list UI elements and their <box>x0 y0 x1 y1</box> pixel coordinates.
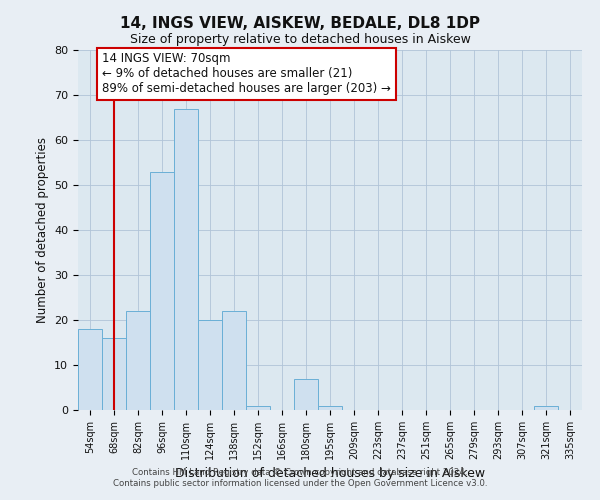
Text: Size of property relative to detached houses in Aiskew: Size of property relative to detached ho… <box>130 32 470 46</box>
Y-axis label: Number of detached properties: Number of detached properties <box>35 137 49 323</box>
Bar <box>294 378 318 410</box>
Bar <box>318 406 342 410</box>
Bar <box>102 338 126 410</box>
Bar <box>222 311 246 410</box>
Bar <box>246 406 270 410</box>
Bar <box>78 329 102 410</box>
Bar <box>198 320 222 410</box>
Text: 14, INGS VIEW, AISKEW, BEDALE, DL8 1DP: 14, INGS VIEW, AISKEW, BEDALE, DL8 1DP <box>120 16 480 31</box>
X-axis label: Distribution of detached houses by size in Aiskew: Distribution of detached houses by size … <box>175 468 485 480</box>
Bar <box>126 311 150 410</box>
Bar <box>534 406 558 410</box>
Text: 14 INGS VIEW: 70sqm
← 9% of detached houses are smaller (21)
89% of semi-detache: 14 INGS VIEW: 70sqm ← 9% of detached hou… <box>102 52 391 96</box>
Bar <box>150 172 174 410</box>
Text: Contains HM Land Registry data © Crown copyright and database right 2024.
Contai: Contains HM Land Registry data © Crown c… <box>113 468 487 487</box>
Bar <box>174 108 198 410</box>
